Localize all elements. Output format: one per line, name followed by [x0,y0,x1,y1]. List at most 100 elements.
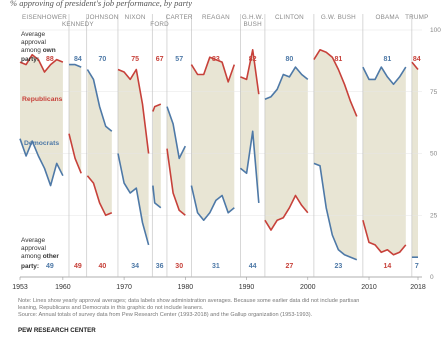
gap-band [152,104,161,208]
own-average-value: 57 [175,56,183,63]
president-name: BUSH [244,21,263,28]
gap-band [20,54,63,186]
democrats-line [166,106,187,160]
democrats-line [239,130,260,203]
president-name: FORD [150,21,169,28]
gap-band [167,106,186,216]
other-label-line3: among other [21,253,59,260]
footer-source: Source: Annual totals of survey data fro… [18,312,313,318]
other-label-party: party: [21,263,39,270]
gap-bands [20,49,418,260]
other-average-value: 34 [131,263,139,270]
republicans-line [117,68,150,154]
president-name: TRUMP [405,14,428,21]
democrats-line [19,138,64,187]
own-average-value: 88 [46,56,54,63]
x-tick-label: 1970 [116,284,132,291]
president-name: CARTER [166,14,193,21]
x-tick-label: 1980 [178,284,194,291]
x-tick-label: 1990 [239,284,255,291]
y-tick-label: 25 [430,212,438,219]
own-party-annotation: Average approval among own party: [21,31,56,63]
chart-subtitle: % approving of president's job performan… [10,0,192,8]
other-average-value: 14 [383,263,391,270]
own-average-value: 84 [413,56,421,63]
other-label-line1: Average [21,237,45,244]
own-average-value: 81 [335,56,343,63]
republicans-line [362,219,407,256]
republicans-line [86,175,113,217]
own-average-value: 83 [212,56,220,63]
x-tick-label: 2010 [361,284,377,291]
president-name: NIXON [125,14,146,21]
president-name: G.H.W. [242,14,264,21]
other-average-value: 31 [212,263,220,270]
own-label-among: among [21,47,43,54]
democrats-line [69,63,82,68]
other-party-values: 49 49 40 34 36 30 31 44 27 23 14 7 [46,263,419,270]
x-tick-label: 1953 [12,284,28,291]
own-party-values: 88 84 70 75 67 57 83 82 80 81 81 84 [46,56,421,63]
other-average-value: 30 [175,263,183,270]
y-axis-ticks: 0 25 50 75 100 [430,27,441,281]
own-label-line2: approval [21,39,46,46]
democrats-line [313,162,358,261]
president-name: CLINTON [275,14,304,21]
republicans-line [166,148,186,216]
other-average-value: 7 [415,263,419,270]
other-average-value: 27 [286,263,294,270]
democrats-line [190,185,235,221]
democrats-label: Democrats [24,140,59,147]
president-name: REAGAN [202,14,230,21]
own-label-line3: among own [21,47,56,54]
own-average-value: 75 [131,56,139,63]
other-average-value: 49 [74,263,82,270]
own-average-value: 81 [383,56,391,63]
own-average-value: 82 [249,56,257,63]
other-average-value: 23 [335,263,343,270]
gap-band [264,67,308,231]
president-name: G.W. BUSH [321,14,356,21]
gap-band [362,67,406,255]
democrats-line [117,153,150,246]
president-name: OBAMA [376,14,400,21]
x-tick-label: 2018 [410,284,426,291]
x-tick-label: 2000 [300,284,316,291]
other-label-bold: other [43,253,60,260]
y-tick-label: 100 [430,27,441,34]
y-tick-label: 50 [430,151,438,158]
footer: Note: Lines show yearly approval average… [18,298,359,334]
republicans-line [411,61,419,71]
republicans-line [19,53,64,73]
other-average-value: 36 [156,263,164,270]
gap-band [191,57,235,221]
gap-band [118,69,149,245]
gap-band [240,49,259,203]
other-party-annotation: Average approval among other party: [21,237,59,270]
gap-band [87,69,112,216]
democrats-line [86,69,113,132]
other-average-value: 44 [249,263,257,270]
own-label-party: party: [21,56,39,63]
series-lines [19,49,419,261]
own-average-value: 67 [156,56,164,63]
republicans-line [264,194,309,231]
y-tick-label: 0 [430,274,434,281]
own-average-value: 84 [74,56,82,63]
republicans-line [240,49,260,95]
footer-note-2: leaning, Republicans and Democrats in th… [18,305,204,311]
term-dividers [68,14,413,277]
other-label-among: among [21,253,43,260]
x-tick-label: 1960 [55,284,71,291]
other-label-line2: approval [21,245,46,252]
gap-band [411,62,418,258]
republicans-line [152,103,162,112]
president-name: JOHNSON [86,14,118,21]
gap-band [313,49,357,260]
footer-org: PEW RESEARCH CENTER [18,327,96,334]
republicans-line [68,133,82,174]
republicans-line [313,49,358,117]
democrats-line [152,185,162,209]
republicans-label: Republicans [22,96,63,103]
